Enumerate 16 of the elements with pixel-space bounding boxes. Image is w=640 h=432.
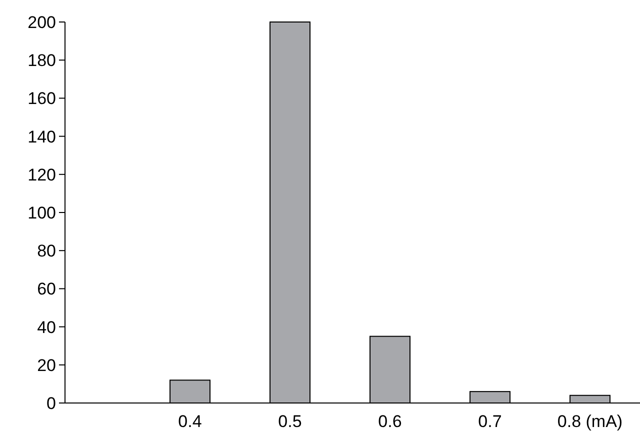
- y-tick-label: 0: [46, 394, 56, 413]
- x-tick-label: 0.4: [178, 412, 202, 431]
- y-tick-label: 60: [37, 280, 56, 299]
- y-tick-label: 140: [28, 127, 56, 146]
- x-tick-label: 0.5: [278, 412, 302, 431]
- y-tick-label: 40: [37, 318, 56, 337]
- x-tick-label: 0.7: [478, 412, 502, 431]
- x-tick-label: 0.8 (mA): [557, 412, 623, 431]
- y-tick-label: 180: [28, 51, 56, 70]
- y-tick-label: 80: [37, 242, 56, 261]
- y-tick-label: 100: [28, 203, 56, 222]
- y-tick-label: 200: [28, 12, 56, 32]
- y-tick-label: 120: [28, 165, 56, 184]
- x-tick-label: 0.6: [378, 412, 402, 431]
- y-tick-label: 160: [28, 89, 56, 108]
- y-tick-label: 20: [37, 356, 56, 375]
